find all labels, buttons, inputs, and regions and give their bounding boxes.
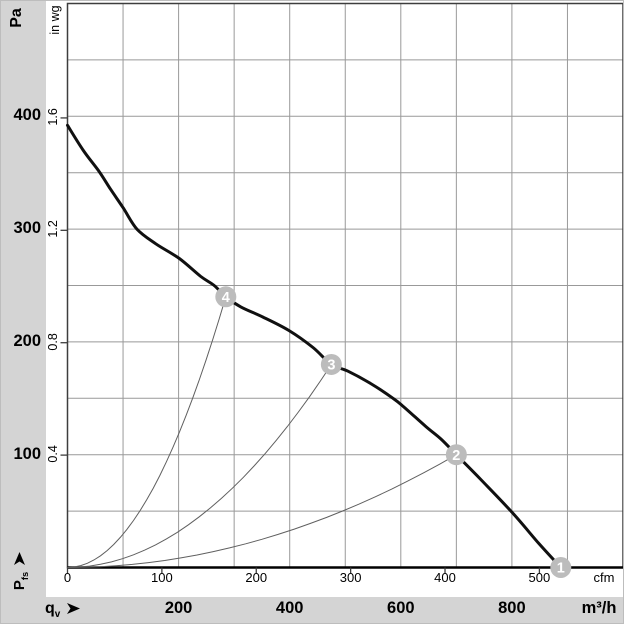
arrow-right-icon	[67, 603, 81, 614]
pa-tick-label-200: 200	[13, 331, 41, 350]
qv-subscript: v	[54, 609, 61, 621]
inwg-tick-label-1.2: 1.2	[46, 220, 61, 238]
pa-tick-label-400: 400	[13, 106, 41, 125]
cfm-tick-label-500: 500	[528, 570, 551, 585]
inwg-tick-label-1.6: 1.6	[46, 108, 61, 126]
m3h-tick-label-400: 400	[275, 599, 304, 617]
qv-symbol: q	[45, 600, 55, 617]
cfm-tick-label-0: 0	[63, 570, 72, 585]
pa-tick-label-300: 300	[13, 219, 41, 238]
inwg-tick-label-0.4: 0.4	[46, 445, 61, 463]
pa-tick-label-100: 100	[13, 444, 41, 463]
cfm-tick-label-300: 300	[339, 570, 362, 585]
m3h-tick-label-800: 800	[498, 599, 526, 617]
x-axis-unit-m3h: m³/h	[581, 599, 617, 617]
cfm-tick-label-200: 200	[245, 570, 268, 585]
cfm-tick-label-400: 400	[434, 570, 456, 585]
plot-background	[46, 1, 623, 597]
pfs-symbol: P	[11, 580, 28, 591]
x-axis-symbol-qv: qv	[45, 600, 81, 621]
pfs-subscript: fs	[20, 571, 30, 581]
y-axis-unit-pa: Pa	[8, 8, 25, 28]
arrow-up-icon	[14, 551, 25, 565]
m3h-tick-label-200: 200	[164, 599, 193, 617]
cfm-tick-label-100: 100	[151, 570, 173, 585]
inwg-tick-label-0.8: 0.8	[46, 332, 61, 351]
x-axis-unit-cfm: cfm	[593, 570, 615, 585]
y-axis-symbol-pfs: Pfs	[11, 539, 32, 603]
y-axis-unit-inwg: in wg	[48, 5, 62, 35]
m3h-tick-label-600: 600	[387, 599, 415, 617]
